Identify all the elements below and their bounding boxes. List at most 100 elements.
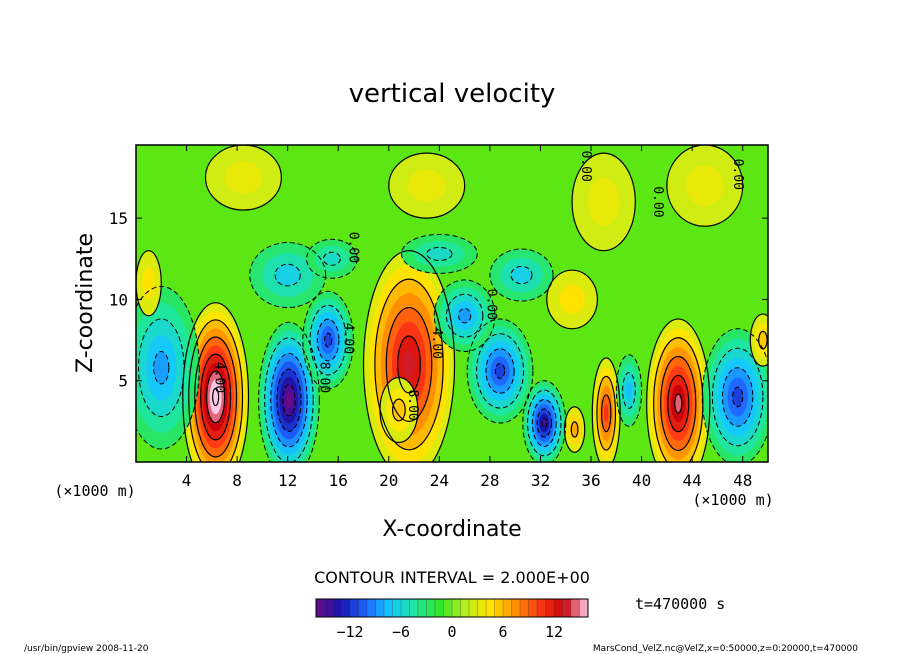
x-tick-label: 24 bbox=[430, 471, 449, 490]
contour-line-22-0 bbox=[204, 145, 282, 211]
contour-line-3-0 bbox=[362, 250, 456, 462]
velocity-cell-11-level-6 bbox=[732, 387, 743, 407]
colorbar-frame bbox=[315, 598, 589, 618]
y-axis-label: Z-coordinate bbox=[73, 233, 98, 373]
contour-label: 8.00 bbox=[405, 389, 420, 420]
colorbar-tick-label: 0 bbox=[447, 623, 456, 641]
contour-line-6-6 bbox=[494, 363, 506, 379]
colorbar-swatch bbox=[443, 599, 453, 617]
contour-label: 0.00 bbox=[730, 159, 745, 190]
contour-line-23-0 bbox=[666, 145, 744, 227]
colorbar-swatch bbox=[545, 599, 555, 617]
velocity-cell-13-level-3 bbox=[625, 381, 633, 400]
contour-line-6-4 bbox=[485, 348, 515, 394]
time-label: t=470000 s bbox=[635, 595, 725, 613]
colorbar-swatch bbox=[384, 599, 393, 617]
contour-line-12-2 bbox=[758, 330, 768, 350]
colorbar-swatch bbox=[571, 599, 580, 617]
velocity-cell-16-level-2 bbox=[275, 264, 301, 286]
colorbar-tick-label: −6 bbox=[392, 623, 410, 641]
contour-line-1-4 bbox=[270, 352, 308, 448]
x-axis-label: X-coordinate bbox=[382, 517, 521, 542]
contour-label: 4.00 bbox=[212, 362, 227, 393]
contour-line-0-4 bbox=[194, 336, 238, 458]
contour-line-20-0 bbox=[571, 152, 636, 252]
contour-line-0-10 bbox=[212, 387, 220, 407]
contour-line-10-4 bbox=[660, 355, 697, 452]
colorbar-swatch bbox=[460, 599, 470, 617]
contour-label: 0.00 bbox=[650, 186, 665, 217]
contour-line-3-4 bbox=[385, 306, 433, 422]
plot-frame bbox=[135, 144, 769, 463]
velocity-cell-24-level-1 bbox=[142, 266, 155, 300]
colorbar-swatch bbox=[324, 599, 334, 617]
contour-line-5-4 bbox=[153, 350, 170, 385]
contour-label: 0.00 bbox=[483, 289, 498, 320]
x-tick-label: 40 bbox=[632, 471, 651, 490]
colorbar-swatch bbox=[358, 599, 368, 617]
contour-label: 8.00 bbox=[317, 362, 332, 393]
colorbar-swatch bbox=[426, 599, 436, 617]
colorbar-swatch bbox=[503, 599, 512, 617]
colorbar-swatch bbox=[401, 599, 410, 617]
x-tick-label: 32 bbox=[531, 471, 550, 490]
colorbar-swatch bbox=[520, 599, 529, 617]
contour-line-2-4 bbox=[316, 318, 340, 362]
colorbar-swatch bbox=[562, 599, 572, 617]
contour-line-15-2 bbox=[510, 265, 533, 285]
contour-line-2-0 bbox=[302, 290, 354, 390]
contour-line-8-2 bbox=[596, 375, 617, 451]
colorbar-swatch bbox=[333, 599, 342, 617]
plot-area: 4.00 8.00 4.00 0.00 4.00 8.00 0.00 0.00 0.00 0.00 bbox=[135, 144, 769, 463]
x-tick-label: 48 bbox=[733, 471, 752, 490]
contour-line-8-0 bbox=[591, 357, 621, 462]
contour-line-9-2 bbox=[570, 421, 579, 438]
contour-line-1-6 bbox=[276, 368, 302, 432]
contour-line-13-0 bbox=[615, 354, 643, 427]
contour-line-6-2 bbox=[476, 333, 525, 409]
contour-line-16-0 bbox=[249, 242, 327, 309]
colorbar-swatch bbox=[409, 599, 419, 617]
contour-line-6-0 bbox=[466, 318, 534, 424]
velocity-cell-10-level-8 bbox=[674, 394, 682, 413]
colorbar-tick-label: 12 bbox=[545, 623, 563, 641]
velocity-cell-3-level-7 bbox=[403, 350, 415, 379]
colorbar-swatch bbox=[435, 599, 444, 617]
contour-line-5-2 bbox=[138, 318, 185, 417]
contour-line-10-6 bbox=[667, 374, 690, 433]
contour-interval: CONTOUR INTERVAL = 2.000E+00 bbox=[314, 568, 590, 587]
contour-line-14-0 bbox=[433, 279, 496, 352]
velocity-cell-7-level-8 bbox=[541, 418, 547, 428]
x-tick-label: 20 bbox=[379, 471, 398, 490]
velocity-cell-8-level-5 bbox=[603, 404, 609, 423]
y-tick-label: 10 bbox=[109, 290, 128, 309]
contour-line-13-2 bbox=[622, 372, 636, 409]
contour-line-7-2 bbox=[527, 389, 562, 457]
footer-right: MarsCond_VelZ.nc@VelZ,x=0:50000,z=0:2000… bbox=[593, 644, 858, 654]
velocity-cell-18-level-2 bbox=[323, 252, 341, 266]
contour-line-9-0 bbox=[563, 406, 586, 453]
contour-line-14-4 bbox=[458, 308, 472, 324]
contour-line-1-0 bbox=[258, 321, 320, 462]
colorbar-swatch bbox=[392, 599, 402, 617]
x-tick-label: 12 bbox=[278, 471, 297, 490]
contour-label: 4.00 bbox=[341, 323, 356, 354]
velocity-cell-19-level-1 bbox=[559, 284, 585, 315]
contour-line-14-2 bbox=[445, 293, 484, 338]
contour-line-19-0 bbox=[546, 269, 598, 330]
y-tick-label: 5 bbox=[118, 372, 128, 391]
colorbar-swatch bbox=[477, 599, 487, 617]
contour-line-15-0 bbox=[489, 248, 554, 302]
x-axis: 4 8 12 16 20 24 28 32 36 40 44 48 bbox=[182, 145, 752, 490]
contour-line-17-0 bbox=[400, 233, 478, 274]
contour-label: 0.00 bbox=[578, 150, 593, 181]
colorbar-swatch bbox=[486, 599, 495, 617]
velocity-cell-6-level-6 bbox=[495, 363, 505, 379]
y-axis: 5 10 15 bbox=[109, 209, 768, 391]
footer-left: /usr/bin/gpview 2008-11-20 bbox=[24, 644, 149, 654]
velocity-cell-14-level-4 bbox=[458, 308, 471, 323]
velocity-cell-17-level-2 bbox=[426, 247, 452, 261]
colorbar-tick-label: 6 bbox=[498, 623, 507, 641]
colorbar-swatch bbox=[418, 599, 427, 617]
